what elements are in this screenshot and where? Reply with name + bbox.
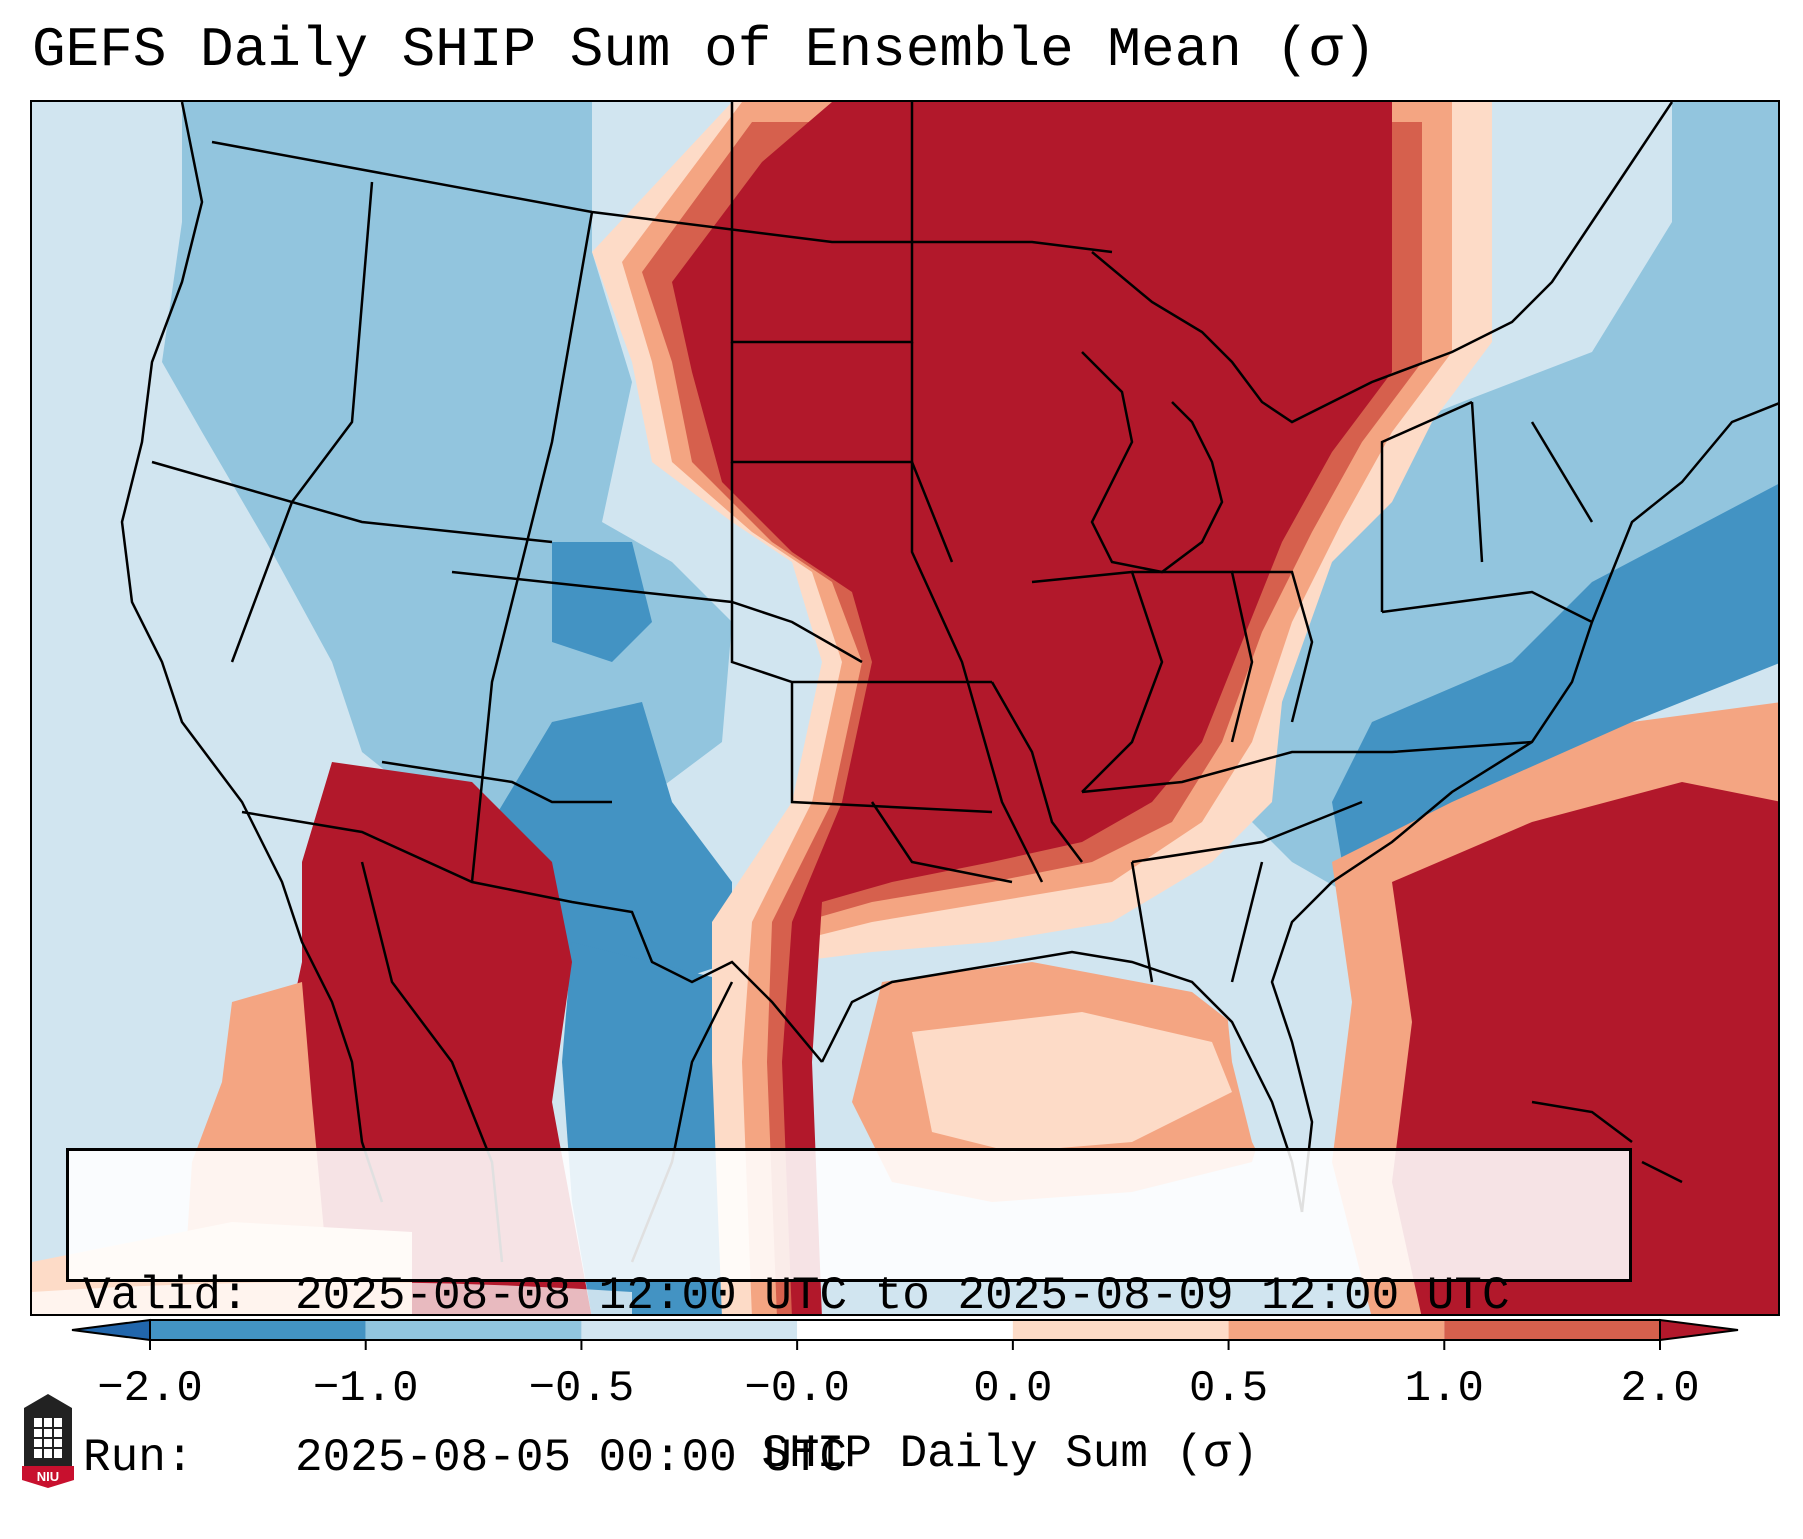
run-value: 2025-08-05 00:00 UTC — [295, 1432, 848, 1484]
colorbar-label: SHIP Daily Sum (σ) — [761, 1428, 1259, 1480]
colorbar-tick-label: 0.5 — [1188, 1364, 1269, 1414]
field-four-corners-blue — [552, 542, 652, 662]
colorbar-tick-label: −1.0 — [312, 1364, 419, 1414]
niu-logo-text: NIU — [37, 1469, 59, 1484]
field-gulf-light — [912, 1012, 1232, 1152]
colorbar-tick-label: −2.0 — [97, 1364, 203, 1414]
run-label: Run: — [83, 1432, 194, 1484]
map-panel — [30, 100, 1780, 1316]
valid-run-info-box: Valid: 2025-08-08 12:00 UTC to 2025-08-09… — [66, 1148, 1632, 1484]
valid-value: 2025-08-08 12:00 UTC to 2025-08-09 12:00… — [295, 1270, 1510, 1322]
niu-logo: NIU — [22, 1394, 74, 1488]
domain-edge-white — [32, 1282, 632, 1314]
colorbar-high-extend — [1659, 1318, 1739, 1342]
colorbar-tick-label: −0.5 — [528, 1364, 635, 1414]
colorbar-tick-label: −0.0 — [744, 1364, 850, 1414]
colorbar-tick-label: 0.0 — [973, 1364, 1053, 1414]
colorbar-tick-label: 2.0 — [1620, 1364, 1700, 1414]
map-title: GEFS Daily SHIP Sum of Ensemble Mean (σ) — [32, 18, 1377, 82]
field-florida-light — [1222, 962, 1312, 1202]
valid-label: Valid: — [83, 1270, 249, 1322]
field-central-red — [672, 102, 1392, 1314]
ship-field-map — [32, 102, 1778, 1314]
field-west-blue — [162, 102, 732, 872]
colorbar-tick-label: 1.0 — [1404, 1364, 1484, 1414]
